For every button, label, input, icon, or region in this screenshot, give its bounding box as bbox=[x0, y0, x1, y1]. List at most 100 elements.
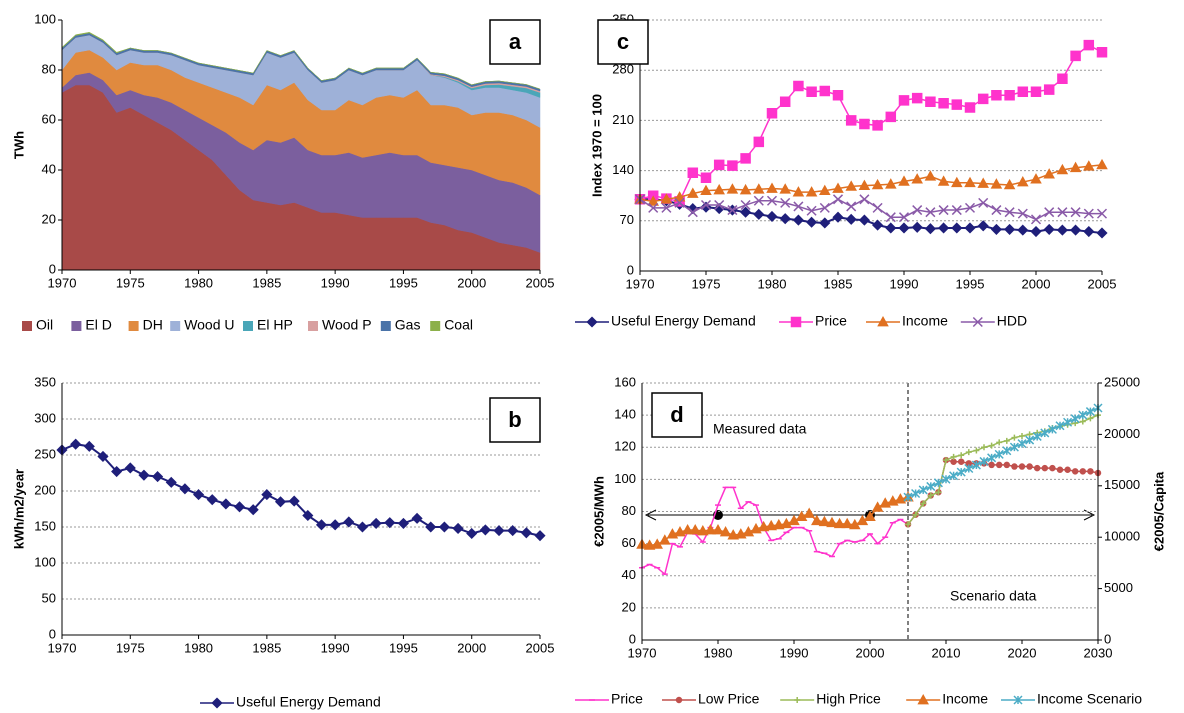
marker bbox=[1079, 418, 1086, 425]
y-tick-label: 100 bbox=[34, 11, 56, 26]
marker bbox=[885, 111, 897, 123]
marker bbox=[806, 86, 817, 97]
marker bbox=[832, 182, 844, 193]
marker bbox=[918, 485, 928, 495]
legend-label: Oil bbox=[36, 317, 53, 333]
marker bbox=[739, 183, 752, 195]
marker bbox=[977, 93, 989, 105]
marker bbox=[958, 452, 965, 459]
marker bbox=[356, 521, 369, 533]
legend-label: Income bbox=[942, 691, 988, 707]
marker bbox=[950, 453, 957, 460]
marker bbox=[845, 180, 857, 191]
x-tick-label: 2005 bbox=[526, 275, 555, 290]
y2-tick-label: 20000 bbox=[1104, 426, 1140, 441]
y-axis-label: TWh bbox=[11, 131, 26, 159]
legend-label: Price bbox=[815, 313, 847, 329]
marker bbox=[858, 214, 870, 226]
annotation: Measured data bbox=[713, 421, 807, 437]
legend-label: El HP bbox=[257, 317, 293, 333]
marker bbox=[765, 519, 777, 531]
panel-label: c bbox=[617, 29, 629, 54]
marker bbox=[247, 504, 259, 516]
marker bbox=[1004, 207, 1015, 218]
marker bbox=[753, 195, 764, 206]
marker bbox=[674, 197, 685, 208]
x-tick-label: 1970 bbox=[48, 640, 77, 655]
marker bbox=[803, 507, 815, 518]
marker bbox=[124, 462, 136, 474]
marker bbox=[520, 527, 532, 539]
marker bbox=[806, 216, 818, 228]
marker bbox=[1096, 47, 1108, 58]
y-tick-label: 70 bbox=[620, 212, 634, 227]
marker bbox=[1003, 178, 1016, 190]
marker bbox=[1064, 466, 1071, 473]
marker bbox=[819, 85, 831, 97]
marker bbox=[1085, 407, 1095, 417]
marker bbox=[687, 207, 698, 218]
marker bbox=[941, 474, 951, 484]
y-tick-label: 20 bbox=[622, 599, 636, 614]
legend-marker bbox=[972, 316, 983, 328]
marker bbox=[1096, 158, 1108, 170]
marker bbox=[937, 175, 950, 186]
marker bbox=[981, 444, 987, 451]
marker bbox=[925, 207, 936, 218]
marker bbox=[1043, 168, 1055, 179]
marker bbox=[905, 521, 911, 528]
marker bbox=[384, 517, 396, 529]
x-tick-label: 1990 bbox=[780, 645, 809, 660]
legend-label: Useful Energy Demand bbox=[611, 313, 756, 329]
marker bbox=[1096, 208, 1108, 219]
marker bbox=[819, 217, 831, 229]
panel-label: d bbox=[670, 402, 683, 427]
marker bbox=[933, 478, 943, 488]
marker bbox=[926, 481, 936, 491]
marker bbox=[659, 534, 671, 545]
marker bbox=[740, 153, 751, 164]
panel-box bbox=[651, 392, 703, 438]
x-tick-label: 2000 bbox=[856, 645, 885, 660]
marker bbox=[697, 524, 709, 536]
legend-swatch bbox=[128, 321, 139, 331]
marker bbox=[990, 178, 1003, 189]
marker bbox=[193, 489, 205, 501]
marker bbox=[1018, 463, 1026, 470]
marker bbox=[819, 202, 830, 213]
marker bbox=[753, 183, 765, 194]
marker bbox=[1047, 424, 1057, 434]
marker bbox=[977, 220, 989, 232]
marker bbox=[261, 489, 273, 501]
marker bbox=[704, 523, 717, 535]
legend-marker bbox=[211, 697, 223, 709]
marker bbox=[661, 202, 672, 213]
y-tick-label: 50 bbox=[42, 590, 56, 605]
marker bbox=[846, 201, 857, 212]
x-tick-label: 2010 bbox=[932, 645, 961, 660]
marker bbox=[1070, 414, 1080, 424]
marker bbox=[965, 460, 973, 467]
marker bbox=[841, 517, 853, 529]
y2-tick-label: 10000 bbox=[1104, 529, 1140, 544]
marker bbox=[858, 179, 871, 191]
marker bbox=[912, 511, 919, 518]
y-tick-label: 300 bbox=[34, 410, 56, 425]
x-tick-label: 2000 bbox=[457, 275, 486, 290]
marker bbox=[1030, 173, 1042, 184]
marker bbox=[766, 182, 778, 193]
marker bbox=[687, 167, 699, 179]
x-tick-label: 1970 bbox=[626, 276, 655, 291]
x-tick-label: 2005 bbox=[526, 640, 555, 655]
marker bbox=[1004, 90, 1015, 101]
marker bbox=[885, 178, 897, 189]
x-tick-label: 1995 bbox=[389, 275, 418, 290]
marker bbox=[1070, 50, 1081, 62]
marker bbox=[872, 202, 883, 213]
marker bbox=[964, 202, 976, 213]
area bbox=[61, 31, 541, 90]
marker bbox=[1087, 468, 1094, 475]
marker bbox=[726, 183, 739, 194]
marker bbox=[438, 521, 450, 533]
marker bbox=[935, 489, 942, 496]
